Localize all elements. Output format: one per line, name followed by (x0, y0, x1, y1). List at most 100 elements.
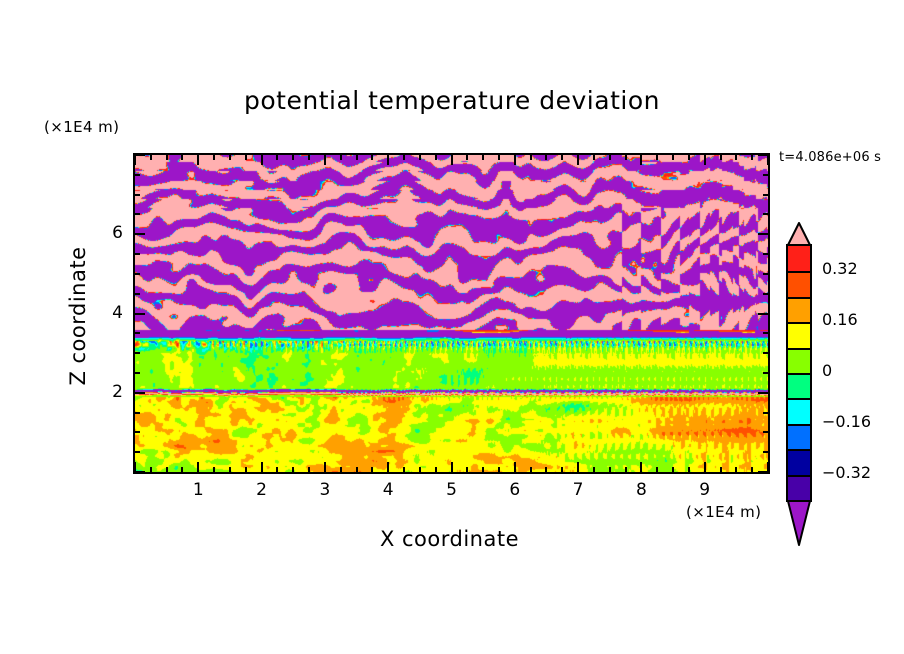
y-tick (135, 233, 145, 235)
x-tick-top (735, 155, 737, 160)
y-tick (135, 451, 140, 453)
y-tick-right (763, 332, 768, 334)
y-tick (135, 313, 145, 315)
x-tick (688, 467, 690, 472)
x-tick-label: 8 (635, 480, 647, 500)
x-tick (324, 462, 326, 472)
x-tick (577, 462, 579, 472)
x-tick (609, 467, 611, 472)
x-tick (166, 467, 168, 472)
x-tick-top (276, 155, 278, 160)
y-tick (135, 154, 145, 156)
x-tick (672, 467, 674, 472)
y-tick-right (758, 233, 768, 235)
colorbar-band-blue (788, 423, 810, 450)
x-tick-label: 5 (446, 480, 457, 500)
x-tick-top (593, 155, 595, 160)
y-tick-label: 4 (112, 302, 123, 323)
x-tick (593, 467, 595, 472)
y-tick-right (763, 194, 768, 196)
x-tick (545, 467, 547, 472)
x-tick-top (419, 155, 421, 160)
x-tick-top (324, 155, 326, 165)
x-tick-label: 2 (256, 480, 267, 500)
colorbar-band-spring-green (788, 372, 810, 399)
x-tick-label: 7 (572, 480, 584, 500)
x-tick-top (720, 155, 722, 160)
x-tick-top (530, 155, 532, 160)
y-tick-right (763, 253, 768, 255)
y-tick-right (758, 392, 768, 394)
x-tick (530, 467, 532, 472)
x-tick-label: 4 (382, 480, 394, 500)
x-tick (261, 462, 263, 472)
x-tick-top (181, 155, 183, 160)
x-tick-top (498, 155, 500, 160)
x-tick-top (767, 155, 769, 165)
y-axis-units-label: (×1E4 m) (44, 118, 120, 136)
x-tick (451, 462, 453, 472)
x-tick-top (261, 155, 263, 165)
y-tick-right (758, 471, 768, 473)
y-tick (135, 273, 140, 275)
colorbar-band-cyan (788, 398, 810, 424)
x-tick (403, 467, 405, 472)
x-tick (704, 462, 706, 472)
x-tick-label: 3 (319, 480, 331, 500)
y-tick (135, 471, 145, 473)
colorbar-band-navy (788, 449, 810, 475)
x-tick-top (308, 155, 310, 160)
x-tick (150, 467, 152, 472)
x-tick (735, 467, 737, 472)
x-tick (308, 467, 310, 472)
y-tick (135, 392, 145, 394)
x-tick (371, 467, 373, 472)
x-tick (245, 467, 247, 472)
x-tick (656, 467, 658, 472)
time-annotation: t=4.086e+06 s (779, 150, 882, 165)
x-tick-top (229, 155, 231, 160)
y-tick (135, 194, 140, 196)
y-tick-right (763, 352, 768, 354)
x-tick-label: 9 (699, 480, 711, 500)
x-axis-title: X coordinate (379, 527, 520, 551)
x-tick (498, 467, 500, 472)
y-tick (135, 332, 140, 334)
y-tick-right (758, 154, 768, 156)
x-tick-top (704, 155, 706, 165)
colorbar-band-orange-red (788, 271, 810, 297)
x-tick (356, 467, 358, 472)
page-title: potential temperature deviation (244, 86, 660, 115)
y-tick (135, 213, 140, 215)
colorbar: 0.32 0.16 0 −0.16 −0.32 (786, 222, 871, 546)
x-tick-top (134, 155, 136, 165)
y-axis-title: Z coordinate (66, 246, 90, 386)
x-tick-top (451, 155, 453, 165)
y-tick (135, 293, 140, 295)
x-tick-top (561, 155, 563, 160)
x-tick-top (435, 155, 437, 160)
y-tick (135, 253, 140, 255)
x-tick (514, 462, 516, 472)
y-tick-right (758, 313, 768, 315)
x-tick-top (150, 155, 152, 160)
x-tick-top (403, 155, 405, 160)
x-tick (720, 467, 722, 472)
colorbar-tick-label: 0.32 (822, 259, 858, 279)
y-tick (135, 412, 140, 414)
x-tick-top (356, 155, 358, 160)
y-tick (135, 174, 140, 176)
x-tick (640, 462, 642, 472)
x-tick (435, 467, 437, 472)
y-tick-label: 2 (112, 381, 123, 402)
x-tick-top (514, 155, 516, 165)
x-tick-top (640, 155, 642, 165)
x-tick (625, 467, 627, 472)
y-tick (135, 372, 140, 374)
colorbar-band-indigo (788, 474, 810, 500)
colorbar-bands (786, 244, 812, 502)
x-tick (387, 462, 389, 472)
x-tick (340, 467, 342, 472)
x-tick (134, 462, 136, 472)
